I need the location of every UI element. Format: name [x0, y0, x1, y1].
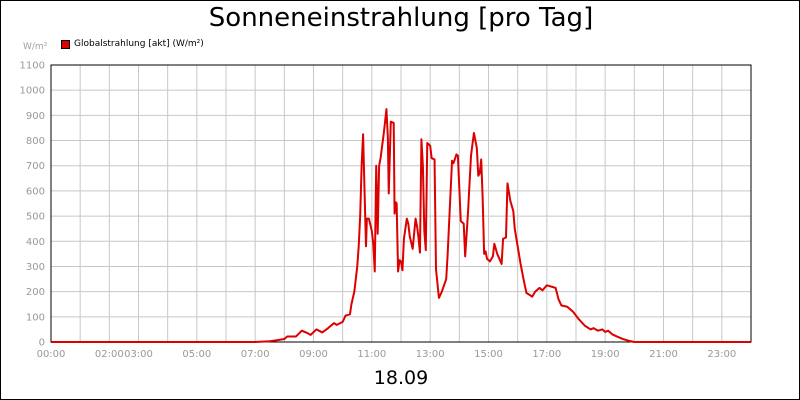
- x-tick-label: 07:00: [241, 349, 270, 360]
- y-tick-label: 300: [26, 262, 45, 273]
- x-tick-label: 13:00: [416, 349, 445, 360]
- x-tick-label: 21:00: [649, 349, 678, 360]
- date-label: 18.09: [373, 367, 429, 389]
- x-tick-label: 09:00: [299, 349, 328, 360]
- x-tick-label: 23:00: [707, 349, 736, 360]
- x-tick-label: 05:00: [182, 349, 211, 360]
- y-tick-label: 400: [26, 237, 45, 248]
- y-tick-label: 800: [26, 136, 45, 147]
- y-tick-label: 1000: [20, 86, 45, 97]
- x-tick-label: 15:00: [474, 349, 503, 360]
- y-tick-label: 900: [26, 111, 45, 122]
- y-tick-label: 600: [26, 186, 45, 197]
- legend-label: Globalstrahlung [akt] (W/m²): [74, 39, 204, 49]
- legend: Globalstrahlung [akt] (W/m²): [61, 39, 204, 49]
- y-tick-label: 200: [26, 287, 45, 298]
- plot-border: [50, 64, 752, 343]
- y-tick-label: 700: [26, 161, 45, 172]
- x-tick-label: 03:00: [124, 349, 153, 360]
- x-tick-label: 00:00: [37, 349, 66, 360]
- x-tick-label: 17:00: [532, 349, 561, 360]
- y-tick-label: 500: [26, 212, 45, 223]
- y-tick-label: 1100: [20, 61, 45, 72]
- series-line-globalstrahlung: [51, 108, 751, 343]
- x-tick-label: 02:00: [95, 349, 124, 360]
- x-tick-label: 19:00: [591, 349, 620, 360]
- y-tick-label: 0: [39, 338, 45, 349]
- x-tick-label: 11:00: [357, 349, 386, 360]
- y-unit-label: W/m²: [23, 42, 48, 52]
- chart-title: Sonneneinstrahlung [pro Tag]: [208, 3, 594, 33]
- legend-swatch: [61, 39, 70, 49]
- y-tick-label: 100: [26, 312, 45, 323]
